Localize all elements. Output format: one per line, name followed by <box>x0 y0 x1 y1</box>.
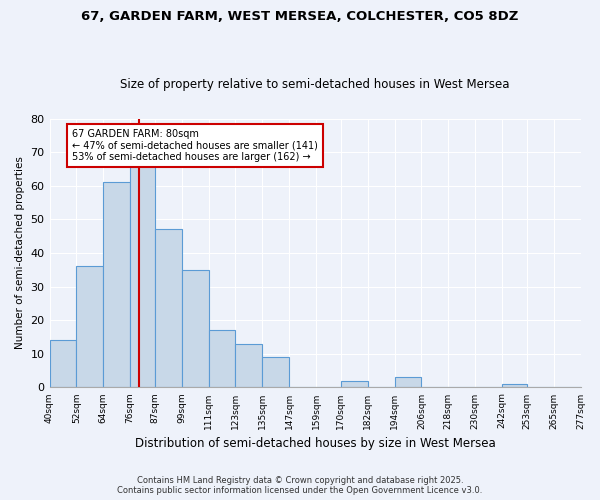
Bar <box>50 340 76 388</box>
Text: 67 GARDEN FARM: 80sqm
← 47% of semi-detached houses are smaller (141)
53% of sem: 67 GARDEN FARM: 80sqm ← 47% of semi-deta… <box>72 128 318 162</box>
Bar <box>262 357 289 388</box>
Bar <box>103 182 130 388</box>
Text: 67, GARDEN FARM, WEST MERSEA, COLCHESTER, CO5 8DZ: 67, GARDEN FARM, WEST MERSEA, COLCHESTER… <box>82 10 518 23</box>
Y-axis label: Number of semi-detached properties: Number of semi-detached properties <box>15 156 25 350</box>
Text: Contains HM Land Registry data © Crown copyright and database right 2025.
Contai: Contains HM Land Registry data © Crown c… <box>118 476 482 495</box>
Title: Size of property relative to semi-detached houses in West Mersea: Size of property relative to semi-detach… <box>120 78 510 91</box>
X-axis label: Distribution of semi-detached houses by size in West Mersea: Distribution of semi-detached houses by … <box>134 437 496 450</box>
Bar <box>502 384 527 388</box>
Bar <box>341 380 368 388</box>
Bar <box>209 330 235 388</box>
Bar <box>76 266 103 388</box>
Bar <box>155 230 182 388</box>
Bar <box>235 344 262 388</box>
Bar <box>130 166 155 388</box>
Bar <box>182 270 209 388</box>
Bar <box>395 378 421 388</box>
